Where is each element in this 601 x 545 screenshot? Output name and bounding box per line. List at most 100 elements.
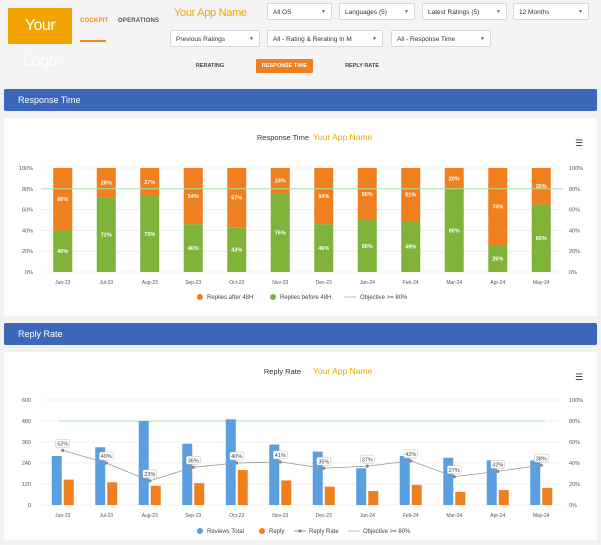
data-label-before: 80% xyxy=(449,228,460,234)
data-label-before: 50% xyxy=(362,244,373,250)
bar-reviews-total xyxy=(138,421,149,505)
data-label-before: 76% xyxy=(275,230,286,236)
y-tick-label-left: 600 xyxy=(22,398,31,404)
response-time-select-value: All - Response Time xyxy=(397,36,456,43)
reply-rate-label: 42% xyxy=(405,452,416,458)
bar-reply xyxy=(411,484,422,505)
subtab-rerating[interactable]: RERATING xyxy=(195,63,225,69)
bar-replies-before-48h xyxy=(183,224,203,272)
data-label-after: 35% xyxy=(536,184,547,190)
os-select-value: All OS xyxy=(273,9,292,16)
reply-rate-label: 32% xyxy=(492,463,503,469)
legend-label-reply-rate: Reply Rate xyxy=(309,529,339,535)
chevron-down-icon: ▼ xyxy=(480,36,485,42)
bar-reply xyxy=(368,491,379,505)
hamburger-menu-icon[interactable]: ☰ xyxy=(575,138,584,148)
reply-rate-point xyxy=(452,475,456,479)
reply-rate-label: 27% xyxy=(449,468,460,474)
os-select[interactable]: All OS ▼ xyxy=(267,3,332,20)
bar-replies-before-48h xyxy=(531,204,551,272)
previous-ratings-select[interactable]: Previous Ratings ▼ xyxy=(170,30,260,47)
chart-subtitle: Your App Name xyxy=(313,132,372,142)
period-select[interactable]: 12 Months ▼ xyxy=(513,3,589,20)
languages-select-value: Languages (5) xyxy=(345,9,387,16)
bar-replies-after-48h xyxy=(183,168,203,225)
reply-rate-point xyxy=(104,461,108,465)
bar-reply xyxy=(324,486,335,505)
chart-title: Reply Rate xyxy=(264,367,301,376)
x-tick-label: Mar-24 xyxy=(446,280,462,286)
nav-tab-cockpit[interactable]: COCKPIT xyxy=(80,18,109,24)
chevron-down-icon: ▼ xyxy=(496,9,501,15)
x-tick-label: May-24 xyxy=(533,280,550,286)
x-tick-label: Dec-23 xyxy=(316,513,332,519)
languages-select[interactable]: Languages (5) ▼ xyxy=(339,3,415,20)
y-tick-label-right: 60% xyxy=(569,440,580,446)
y-tick-label-left: 60% xyxy=(22,208,33,214)
subtab-reply-rate[interactable]: REPLY RATE xyxy=(345,63,379,69)
reply-rate-label: 40% xyxy=(231,454,242,460)
reply-rate-point xyxy=(322,466,326,470)
y-tick-label-left: 20% xyxy=(22,249,33,255)
response-time-panel: ☰ Response Time Your App Name 0% 0% 20% 20% 40… xyxy=(4,118,597,316)
chevron-down-icon: ▼ xyxy=(249,36,254,42)
reply-rate-line xyxy=(62,450,542,482)
bar-replies-before-48h xyxy=(314,224,334,272)
reply-rate-label-box xyxy=(142,469,157,479)
x-tick-label: May-24 xyxy=(533,513,550,519)
x-tick-label: Jan-24 xyxy=(360,513,376,519)
reply-rate-point xyxy=(148,479,152,483)
data-label-after: 54% xyxy=(318,194,329,200)
bar-reviews-total xyxy=(269,444,280,505)
y-tick-label-left: 480 xyxy=(22,419,31,425)
y-tick-label-left: 0% xyxy=(25,270,33,276)
y-tick-label-right: 0% xyxy=(569,270,577,276)
chevron-down-icon: ▼ xyxy=(404,9,409,15)
bar-reply xyxy=(237,470,248,505)
latest-ratings-select[interactable]: Latest Ratings (5) ▼ xyxy=(422,3,507,20)
bar-replies-after-48h xyxy=(488,168,508,245)
reply-rate-label: 40% xyxy=(101,454,112,460)
rating-rerating-select[interactable]: All - Rating & Rerating In M ▼ xyxy=(267,30,383,47)
x-tick-label: Jul-23 xyxy=(99,280,113,286)
x-tick-label: Jan-24 xyxy=(360,280,376,286)
y-tick-label-right: 20% xyxy=(569,482,580,488)
bar-reply xyxy=(542,487,553,505)
reply-rate-panel: ☰ Reply Rate Your App Name 0 120 240 360 480 60… xyxy=(4,352,597,540)
reply-rate-point xyxy=(496,469,500,473)
top-header: Your Logo COCKPIT OPERATIONS Your App Na… xyxy=(0,0,601,86)
x-tick-label: Oct-23 xyxy=(229,513,244,519)
bar-reviews-total xyxy=(530,460,541,505)
reply-rate-label-box xyxy=(273,450,288,460)
reply-rate-point xyxy=(61,448,65,452)
reply-rate-chart: Reply Rate Your App Name 0 120 240 360 480 600 0… xyxy=(22,366,583,535)
bar-replies-after-48h xyxy=(96,168,116,198)
bar-reply xyxy=(63,479,74,505)
data-label-after: 50% xyxy=(362,192,373,198)
data-label-before: 43% xyxy=(231,248,242,254)
nav-tab-operations[interactable]: OPERATIONS xyxy=(118,18,160,24)
x-tick-label: Sep-23 xyxy=(185,280,201,286)
reply-rate-label-box xyxy=(447,465,462,474)
bar-reviews-total xyxy=(443,457,454,505)
x-tick-label: Nov-23 xyxy=(272,513,288,519)
subtab-response-time[interactable]: RESPONSE TIME xyxy=(256,59,313,73)
bar-replies-after-48h xyxy=(314,168,334,225)
chevron-down-icon: ▼ xyxy=(578,9,583,15)
data-label-before: 72% xyxy=(101,233,112,239)
latest-ratings-select-value: Latest Ratings (5) xyxy=(428,9,480,16)
data-label-before: 46% xyxy=(188,246,199,252)
bar-replies-before-48h xyxy=(53,230,73,272)
reply-rate-label: 37% xyxy=(362,457,373,463)
reply-rate-point xyxy=(191,465,195,469)
data-label-after: 27% xyxy=(144,180,155,186)
legend-label-objective: Objective >= 80% xyxy=(360,295,408,301)
bar-reply xyxy=(498,490,509,505)
response-time-select[interactable]: All - Response Time ▼ xyxy=(391,30,491,47)
bar-reviews-total xyxy=(356,468,367,505)
x-tick-label: Apr-24 xyxy=(490,513,505,519)
data-label-after: 24% xyxy=(275,178,286,184)
x-tick-label: Feb-24 xyxy=(403,280,419,286)
hamburger-menu-icon[interactable]: ☰ xyxy=(575,372,584,382)
bar-reply xyxy=(150,485,161,505)
